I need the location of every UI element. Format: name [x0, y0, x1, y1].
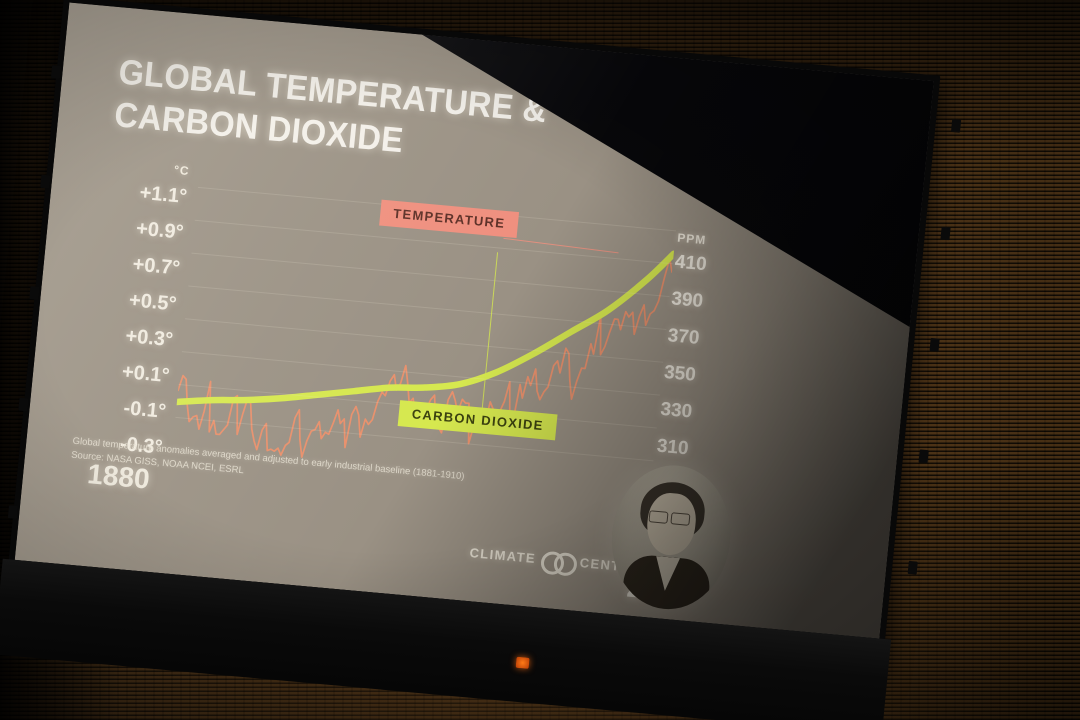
screen-edge-clip: [918, 449, 929, 464]
y-tick: +1.1°: [138, 181, 189, 208]
y-tick: +0.1°: [121, 360, 171, 388]
screen-edge-clip: [40, 174, 51, 189]
screen-edge-clip: [7, 505, 19, 519]
y-tick: +0.5°: [128, 289, 178, 316]
screen-edge-clip: [18, 397, 29, 412]
projection-screen-assembly: GLOBAL TEMPERATURE & CARBON DIOXIDE °C +…: [0, 2, 962, 720]
y-tick: -0.1°: [122, 397, 167, 423]
screen-edge-clip: [940, 226, 951, 241]
interlocking-rings-icon: [539, 550, 578, 577]
projected-slide: GLOBAL TEMPERATURE & CARBON DIOXIDE °C +…: [14, 2, 934, 639]
right-axis-unit: PPM: [676, 230, 707, 248]
y-tick: +0.9°: [135, 217, 185, 244]
y-tick: +0.3°: [124, 325, 174, 352]
logo-text-left: CLIMATE: [468, 545, 537, 567]
left-axis-unit: °C: [173, 162, 191, 179]
glasses-icon: [670, 512, 691, 526]
status-led-indicator: [515, 656, 530, 669]
screen-edge-clip: [50, 65, 62, 79]
glasses-icon: [648, 510, 669, 524]
y-tick: +0.7°: [131, 253, 182, 280]
screen-edge-clip: [29, 286, 40, 300]
screen-surface: GLOBAL TEMPERATURE & CARBON DIOXIDE °C +…: [14, 2, 934, 639]
y2-tick: 410: [673, 251, 708, 276]
screen-edge-clip: [929, 337, 940, 352]
y2-tick: 390: [670, 288, 704, 313]
y2-tick: 350: [663, 361, 697, 386]
screen-edge-clip: [907, 560, 918, 575]
left-axis: °C +1.1° +0.9° +0.7° +0.5° +0.3° +0.1° -…: [70, 156, 191, 460]
y2-tick: 370: [666, 325, 701, 349]
y2-tick: 310: [655, 435, 690, 460]
screen-edge-clip: [950, 119, 962, 133]
y2-tick: 330: [659, 398, 694, 423]
